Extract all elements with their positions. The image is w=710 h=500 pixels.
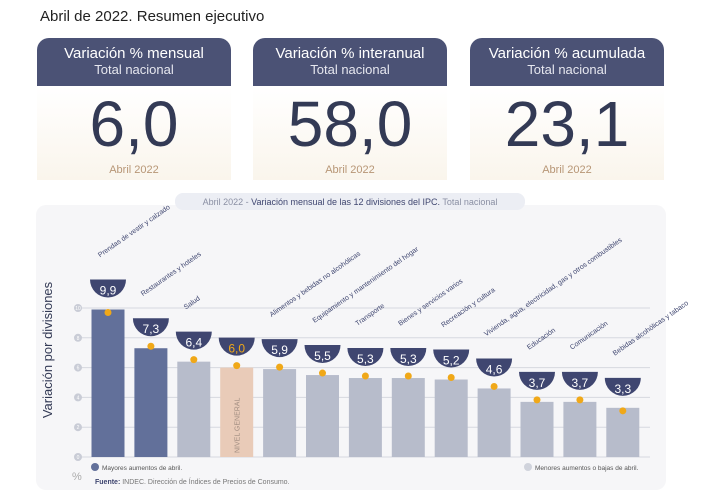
legend-low: Menores aumentos o bajas de abril. — [535, 465, 639, 472]
bar — [477, 388, 511, 457]
bar — [391, 378, 425, 457]
value-badge — [519, 371, 555, 390]
chart-title: Abril 2022 - Variación mensual de las 12… — [203, 197, 498, 207]
category-label: NIVEL GENERAL — [235, 398, 242, 453]
value-badge — [261, 339, 298, 358]
value-dot — [104, 308, 112, 316]
page-title: Abril de 2022. Resumen ejecutivo — [40, 8, 265, 25]
card-sub: Total nacional — [527, 62, 607, 77]
value-dot — [404, 372, 412, 380]
tick-dot — [74, 333, 82, 342]
value-label: 6,4 — [185, 336, 202, 350]
y-tick-label: 2 — [77, 425, 80, 431]
value-label: 5,2 — [443, 354, 460, 368]
source-note: Fuente: INDEC. Dirección de Índices de P… — [95, 477, 290, 486]
bar — [434, 379, 468, 457]
bar — [220, 367, 254, 457]
y-tick-label: 10 — [75, 306, 81, 312]
value-badge — [604, 377, 641, 396]
value-label: 9,9 — [100, 283, 117, 297]
value-dot — [190, 356, 198, 364]
value-label: 7,3 — [143, 322, 160, 336]
card-value: 23,1 — [504, 88, 630, 160]
value-label: 6,0 — [228, 342, 245, 356]
card-date: Abril 2022 — [325, 164, 375, 176]
value-dot — [576, 396, 584, 404]
value-label: 3,7 — [572, 376, 589, 390]
unit-label: % — [72, 471, 82, 483]
value-label: 3,3 — [614, 382, 631, 396]
value-badge — [390, 348, 427, 367]
bar — [263, 369, 297, 457]
chart-title-pill — [175, 193, 525, 210]
value-dot — [447, 374, 455, 382]
tick-dot — [74, 304, 82, 312]
value-dot — [319, 369, 326, 377]
bar — [134, 348, 168, 457]
value-label: 5,3 — [400, 352, 417, 366]
tick-dot — [74, 453, 82, 461]
bar — [563, 401, 597, 457]
value-badge — [90, 279, 126, 298]
legend-swatch-low — [524, 463, 532, 471]
legend-high: Mayores aumentos de abril. — [102, 465, 182, 472]
bar — [520, 401, 554, 457]
value-dot — [619, 407, 627, 415]
y-tick-label: 4 — [77, 395, 80, 401]
card-date: Abril 2022 — [109, 164, 159, 176]
card-label: Variación % acumulada — [488, 45, 646, 62]
bar — [91, 309, 125, 457]
value-badge — [304, 345, 341, 364]
card-label: Variación % mensual — [64, 45, 204, 62]
value-badge — [218, 337, 255, 356]
value-label: 4,6 — [486, 362, 503, 376]
card-yearly: Variación % interanual Total nacional 58,… — [253, 38, 447, 180]
y-axis-label: Variación por divisiones — [40, 281, 55, 418]
bar — [348, 378, 382, 457]
y-tick-label: 8 — [77, 336, 80, 342]
tick-dot — [74, 393, 82, 402]
card-value: 58,0 — [287, 88, 413, 160]
card-value: 6,0 — [89, 88, 179, 160]
tick-dot — [74, 423, 82, 432]
value-label: 5,3 — [357, 352, 374, 366]
value-badge — [476, 358, 513, 377]
y-tick-label: 0 — [77, 455, 80, 461]
value-label: 3,7 — [529, 376, 546, 390]
bar — [306, 375, 339, 457]
value-dot — [147, 342, 155, 350]
value-badge — [561, 371, 598, 390]
value-label: 5,5 — [314, 349, 331, 363]
value-dot — [533, 396, 541, 404]
card-monthly: Variación % mensual Total nacional 6,0 Abr… — [37, 38, 231, 180]
card-sub: Total nacional — [310, 62, 390, 77]
tick-dot — [74, 363, 82, 372]
value-badge — [175, 331, 212, 350]
card-sub: Total nacional — [94, 62, 174, 77]
value-dot — [490, 382, 498, 390]
card-label: Variación % interanual — [275, 45, 425, 62]
card-accumulated: Variación % acumulada Total nacional 23,1… — [470, 38, 664, 180]
legend-swatch-high — [91, 463, 99, 471]
value-badge — [347, 348, 384, 367]
value-dot — [233, 362, 241, 370]
value-dot — [361, 372, 369, 380]
card-date: Abril 2022 — [542, 164, 592, 176]
value-dot — [276, 363, 284, 371]
value-badge — [433, 349, 470, 368]
value-label: 5,9 — [271, 343, 288, 357]
y-tick-label: 6 — [77, 366, 80, 372]
bar — [177, 361, 211, 457]
bar — [606, 407, 640, 457]
value-badge — [132, 318, 169, 337]
